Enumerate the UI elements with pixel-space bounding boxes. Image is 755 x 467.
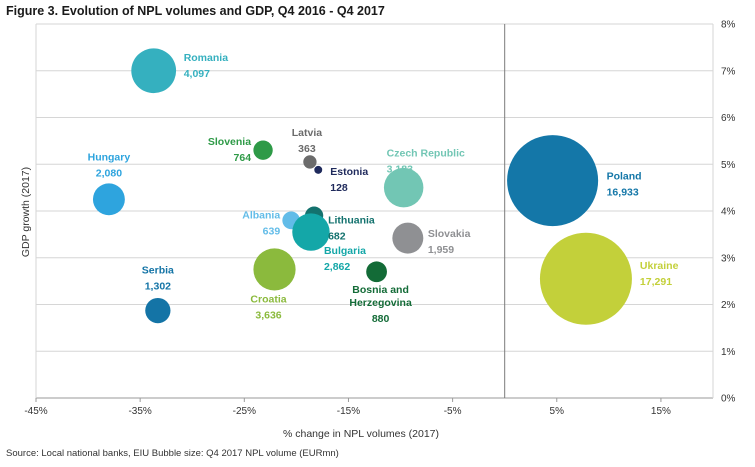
bubble-value: 2,080 [96,167,122,179]
bubble-label: Lithuania [328,215,375,227]
bubble-bulgaria [292,213,330,251]
bubble-ukraine [539,232,632,325]
bubble-slovenia [253,140,273,160]
bubble-label: Croatia [250,293,286,305]
y-tick-label: 5% [721,160,736,171]
bubble-value: 682 [328,231,346,243]
bubble-label: Slovakia [428,228,471,240]
source-note: Source: Local national banks, EIU Bubble… [6,448,339,459]
bubble-slovakia [392,222,424,254]
bubble-value: 17,291 [640,276,672,288]
bubble-value: 1,959 [428,244,454,256]
bubble-hungary [92,183,125,216]
y-tick-label: 2% [721,300,736,311]
x-tick-label: 5% [550,406,565,417]
bubble-label: Romania [184,52,229,64]
bubble-label: Hungary [88,151,131,163]
bubble-label: Czech Republic [387,148,465,160]
bubble-latvia [303,155,317,169]
x-tick-label: -35% [128,406,151,417]
bubble-bosnia-and-herzegovina [366,261,387,283]
x-axis-label: % change in NPL volumes (2017) [283,428,439,440]
bubble-value: 363 [298,143,316,155]
bubble-label: Ukraine [640,260,679,272]
bubble-value: 1,302 [145,281,171,293]
bubble-value: 764 [234,152,252,164]
bubble-label: Herzegovina [349,297,412,309]
x-tick-label: -45% [24,406,47,417]
bubble-label: Serbia [142,265,174,277]
bubble-label: Estonia [330,166,368,178]
bubble-value: 128 [330,182,348,194]
y-tick-label: 3% [721,253,736,264]
bubble-label: Poland [607,171,642,183]
bubble-czech-republic [383,167,424,208]
bubble-value: 639 [263,225,281,237]
bubble-value: 2,862 [324,261,350,273]
y-tick-label: 0% [721,394,736,405]
x-tick-label: -5% [444,406,462,417]
bubble-label: Albania [242,209,280,221]
y-tick-label: 6% [721,113,736,124]
bubble-serbia [145,297,171,324]
bubble-label: Bulgaria [324,245,366,257]
bubble-value: 3,183 [387,164,413,176]
bubble-croatia [253,248,296,291]
y-tick-label: 4% [721,207,736,218]
bubble-value: 16,933 [607,187,639,199]
x-tick-label: -25% [233,406,256,417]
bubble-chart: 0% 1% 2% 3% 4% 5% 6% 7% 8% -45% -35% -25% -15% -5% 5% 1… [20,20,736,441]
x-tick-label: 15% [651,406,671,417]
y-tick-label: 7% [721,66,736,77]
bubble-label: Bosnia and [352,284,409,296]
x-tick-label: -15% [337,406,360,417]
bubble-value: 880 [372,313,390,325]
y-tick-label: 8% [721,20,736,31]
bubble-poland [507,135,599,227]
bubble-label: Latvia [292,127,323,139]
label-layer: Romania 4,097 Slovenia 764 Latvia 363 Estonia 1… [88,52,679,325]
axis-layer: 0% 1% 2% 3% 4% 5% 6% 7% 8% -45% -35% -25% -15% -5% 5% 1… [24,20,735,418]
y-axis-label: GDP growth (2017) [20,167,32,257]
bubble-label: Slovenia [208,136,251,148]
y-tick-label: 1% [721,347,736,358]
bubble-romania [131,48,177,94]
bubble-estonia [314,165,323,174]
bubble-value: 4,097 [184,68,210,80]
bubble-layer [92,48,632,325]
chart-title: Figure 3. Evolution of NPL volumes and G… [6,4,385,18]
bubble-value: 3,636 [255,309,281,321]
